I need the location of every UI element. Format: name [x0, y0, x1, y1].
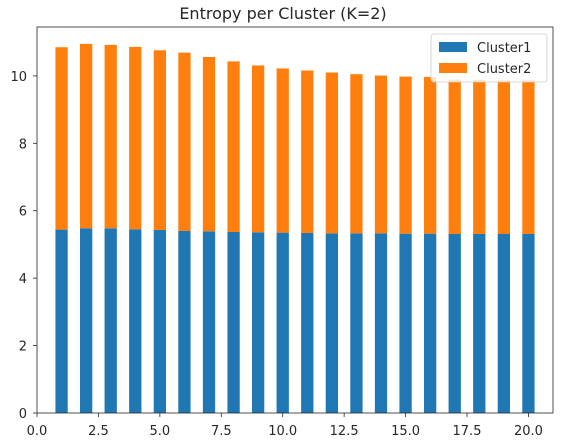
y-tick-label: 10: [10, 70, 27, 85]
bar-cluster2-10: [276, 68, 289, 233]
x-tick-label: 2.5: [88, 424, 109, 439]
bar-cluster1-2: [80, 228, 93, 413]
bar-cluster2-4: [129, 46, 142, 230]
bar-cluster2-13: [350, 74, 363, 234]
bar-cluster1-16: [424, 233, 437, 413]
bar-cluster2-3: [104, 44, 117, 229]
bar-cluster1-1: [55, 229, 68, 413]
x-tick-label: 7.5: [211, 424, 232, 439]
legend-label-cluster2: Cluster2: [477, 62, 531, 77]
bar-cluster2-17: [448, 79, 461, 234]
bar-cluster2-11: [301, 70, 314, 233]
bar-cluster1-9: [252, 232, 265, 413]
bar-cluster1-6: [178, 230, 191, 413]
bars-layer: [55, 43, 535, 413]
y-axis: 0 2 4 6 8 10: [10, 70, 37, 422]
chart-title: Entropy per Cluster (K=2): [179, 4, 386, 23]
bar-cluster1-10: [276, 232, 289, 413]
bar-cluster2-19: [497, 80, 510, 234]
x-tick-label: 5.0: [150, 424, 171, 439]
x-tick-label: 12.5: [330, 424, 359, 439]
bar-cluster2-16: [424, 76, 437, 234]
bar-cluster2-9: [252, 65, 265, 233]
bar-cluster1-14: [374, 233, 388, 413]
legend-label-cluster1: Cluster1: [477, 41, 531, 56]
bar-cluster2-7: [202, 57, 216, 232]
bar-cluster1-15: [399, 233, 412, 413]
bar-cluster1-12: [325, 233, 338, 413]
bar-cluster1-5: [153, 229, 166, 413]
bar-cluster1-18: [473, 233, 486, 413]
legend: Cluster1 Cluster2: [430, 33, 548, 83]
x-tick-label: 10.0: [268, 424, 297, 439]
bar-cluster2-6: [178, 52, 191, 231]
bar-cluster1-8: [227, 231, 240, 413]
bar-cluster2-2: [80, 43, 93, 229]
x-tick-label: 20.0: [514, 424, 543, 439]
bar-cluster2-8: [227, 61, 240, 232]
bar-cluster2-20: [522, 80, 535, 234]
x-tick-label: 17.5: [453, 424, 482, 439]
bar-cluster2-5: [153, 50, 166, 230]
y-tick-label: 0: [19, 407, 27, 422]
y-tick-label: 6: [19, 205, 27, 220]
bar-cluster1-7: [202, 231, 216, 413]
legend-swatch-cluster1: [439, 42, 467, 52]
bar-cluster1-20: [522, 233, 535, 413]
bar-cluster2-18: [473, 79, 486, 234]
bar-cluster2-14: [374, 75, 388, 234]
bar-cluster1-19: [497, 233, 510, 413]
bar-cluster1-13: [350, 233, 363, 413]
bar-cluster1-4: [129, 229, 142, 413]
y-tick-label: 4: [19, 272, 27, 287]
legend-swatch-cluster2: [439, 63, 467, 73]
bar-cluster1-17: [448, 233, 461, 413]
bar-cluster1-3: [104, 228, 117, 413]
x-tick-label: 15.0: [391, 424, 420, 439]
x-tick-label: 0.0: [27, 424, 48, 439]
bar-cluster2-1: [55, 47, 68, 230]
y-tick-label: 2: [19, 340, 27, 355]
x-axis: 0.0 2.5 5.0 7.5 10.0 12.5 15.0 17.5 20.0: [27, 413, 543, 439]
plot-frame: [36, 26, 554, 414]
bar-cluster2-12: [325, 72, 338, 234]
bar-cluster1-11: [301, 232, 314, 413]
bar-cluster2-15: [399, 76, 412, 234]
y-tick-label: 8: [19, 137, 27, 152]
